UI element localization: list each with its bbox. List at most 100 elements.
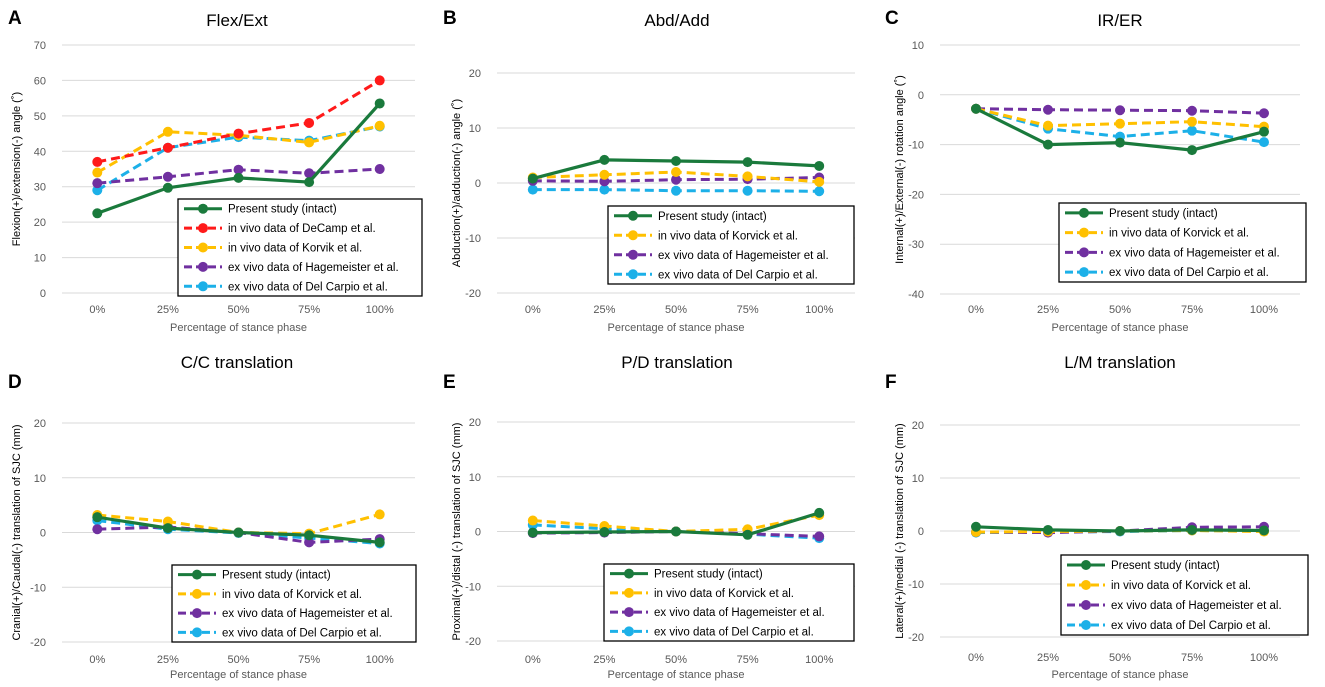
legend-entry: in vivo data of DeCamp et al. — [228, 223, 376, 235]
x-axis-label: Percentage of stance phase — [170, 322, 307, 334]
y-tick-label: 10 — [912, 40, 924, 52]
y-axis-label: Cranial(+)/Caudal(-) translation of SJC … — [11, 424, 23, 640]
chart-title: Flex/Ext — [206, 11, 268, 30]
data-point-delcarpio — [814, 186, 825, 197]
data-point-hagemeister — [304, 537, 315, 548]
data-point-present — [233, 172, 244, 183]
data-point-korvick — [92, 167, 103, 178]
x-axis-label: Percentage of stance phase — [1052, 322, 1189, 334]
legend-swatch-marker — [192, 608, 202, 619]
legend-entry: ex vivo data of Hagemeister et al. — [228, 262, 399, 274]
x-tick-label: 75% — [1181, 652, 1203, 664]
x-tick-label: 0% — [89, 304, 105, 316]
legend: Present study (intact) in vivo data of Ko… — [1060, 554, 1309, 636]
x-tick-label: 75% — [737, 304, 759, 316]
x-tick-label: 100% — [366, 654, 394, 666]
y-tick-label: 50 — [34, 111, 46, 123]
data-point-hagemeister — [671, 174, 681, 185]
legend: Present study (intact) in vivo data of Ko… — [1058, 202, 1307, 283]
chart-panel-d: D C/C translation -20 -10 0 10 20 0% 25% 50% 75% 10… — [8, 353, 417, 681]
data-point-hagemeister — [233, 164, 244, 175]
series-line-present — [96, 102, 381, 215]
data-point-hagemeister — [162, 171, 173, 182]
data-point-hagemeister — [1115, 105, 1125, 116]
data-point-korvick — [527, 515, 538, 526]
chart-panel-e: E P/D translation -20 -10 0 10 20 0% 25% 50% 75% 10… — [443, 353, 855, 681]
panel-letter: F — [885, 372, 897, 393]
legend-entry: Present study (intact) — [658, 211, 767, 223]
chart-title: P/D translation — [621, 353, 733, 372]
data-point-delcarpio — [527, 184, 538, 195]
data-point-present — [971, 521, 981, 532]
x-tick-label: 0% — [968, 652, 984, 664]
x-axis-label: Percentage of stance phase — [170, 669, 307, 681]
x-tick-label: 75% — [298, 304, 320, 316]
y-tick-label: 0 — [475, 178, 481, 190]
data-point-present — [814, 160, 825, 171]
data-point-present — [92, 208, 103, 219]
x-axis-label: Percentage of stance phase — [608, 322, 745, 334]
data-point-korvick — [814, 176, 825, 187]
x-tick-label: 100% — [805, 654, 833, 666]
data-point-present — [374, 98, 385, 109]
legend-swatch-marker — [1081, 580, 1091, 590]
legend-swatch-marker — [1081, 620, 1091, 630]
y-axis-label: Internal(+)/External(-) rotation angle (… — [894, 75, 906, 264]
data-point-present — [1043, 139, 1053, 150]
legend-entry: Present study (intact) — [1109, 208, 1218, 220]
legend-entry: in vivo data of Korvick et al. — [658, 230, 798, 242]
data-point-present — [671, 156, 681, 166]
x-tick-label: 100% — [366, 304, 394, 316]
data-point-korvick — [304, 137, 315, 148]
y-tick-label: 60 — [34, 75, 46, 87]
data-point-present — [162, 523, 173, 534]
legend-swatch-marker — [1079, 267, 1089, 278]
y-tick-label: 30 — [34, 182, 46, 194]
data-point-delcarpio — [599, 184, 610, 195]
legend: Present study (intact) in vivo data of Ko… — [171, 564, 417, 643]
x-axis-label: Percentage of stance phase — [1052, 669, 1189, 681]
x-axis-label: Percentage of stance phase — [608, 669, 745, 681]
data-point-present — [814, 507, 825, 518]
data-point-present — [527, 173, 538, 184]
data-point-decamp — [233, 128, 244, 139]
data-point-present — [599, 527, 610, 538]
legend-entry: in vivo data of Korvick et al. — [654, 588, 794, 600]
legend: Present study (intact) in vivo data of De… — [177, 198, 423, 297]
x-tick-label: 75% — [737, 654, 759, 666]
y-axis-label: Flexion(+)/extension(-) angle (˚) — [11, 92, 23, 246]
data-point-delcarpio — [92, 185, 103, 196]
x-tick-label: 75% — [1181, 304, 1203, 316]
panel-letter: C — [885, 8, 899, 29]
data-point-hagemeister — [304, 168, 315, 179]
chart-title: C/C translation — [181, 353, 293, 372]
data-point-korvick — [1043, 120, 1053, 131]
legend-swatch-marker — [1079, 247, 1089, 258]
legend-swatch-marker — [624, 626, 634, 637]
legend-swatch-marker — [628, 230, 638, 241]
x-tick-label: 25% — [157, 654, 179, 666]
y-tick-label: 20 — [469, 417, 481, 429]
data-point-present — [671, 526, 681, 537]
chart-title: IR/ER — [1097, 11, 1142, 30]
legend-swatch-marker — [624, 607, 634, 618]
x-tick-label: 0% — [89, 654, 105, 666]
legend-entry: Present study (intact) — [654, 569, 763, 581]
legend: Present study (intact) in vivo data of Ko… — [603, 563, 855, 642]
legend-entry: ex vivo data of Del Carpio et al. — [658, 269, 818, 281]
y-tick-label: 0 — [475, 527, 481, 539]
data-point-korvick — [374, 509, 385, 520]
legend-swatch-marker — [1081, 600, 1091, 610]
data-point-korvick — [599, 169, 610, 180]
y-axis-label: Proximal(+)/distal (-) translation of SJ… — [451, 423, 463, 641]
data-point-korvick — [162, 126, 173, 137]
legend-box — [607, 205, 855, 285]
y-tick-label: -10 — [465, 233, 481, 245]
legend-swatch-marker — [628, 249, 638, 260]
x-tick-label: 100% — [1250, 304, 1278, 316]
y-tick-label: 10 — [469, 123, 481, 135]
legend-swatch-marker — [628, 210, 638, 221]
x-tick-label: 75% — [298, 654, 320, 666]
x-tick-label: 50% — [665, 654, 687, 666]
data-point-present — [1187, 524, 1197, 535]
